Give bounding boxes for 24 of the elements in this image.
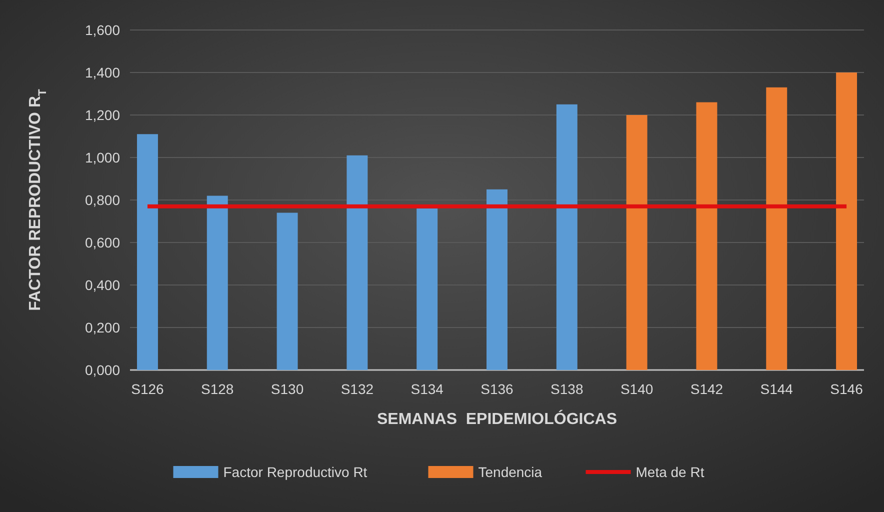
x-tick-label: S144: [760, 381, 794, 397]
y-tick-label: 1,200: [84, 106, 120, 123]
x-tick-label: S140: [620, 381, 654, 397]
x-tick-label: S128: [201, 381, 234, 397]
y-tick-label: 1,600: [84, 22, 120, 38]
x-tick-label: S136: [480, 381, 514, 397]
legend-label: Meta de Rt: [636, 464, 704, 480]
x-tick-label: S126: [131, 381, 164, 397]
legend-label: Factor Reproductivo Rt: [223, 464, 368, 480]
x-tick-label: S134: [410, 381, 444, 397]
y-tick-label: 1,000: [84, 149, 120, 166]
x-tick-label: S130: [270, 381, 304, 397]
x-axis-title: SEMANAS EPIDEMIOLÓGICAS: [376, 409, 618, 428]
legend-label: Tendencia: [478, 464, 542, 480]
y-tick-label: 0,400: [84, 276, 120, 293]
x-tick-label: S132: [340, 381, 374, 397]
x-tick-label: S138: [550, 381, 584, 397]
x-tick-label: S146: [830, 381, 864, 397]
y-tick-label: 1,400: [84, 64, 120, 80]
y-tick-label: 0,800: [84, 192, 120, 208]
y-tick-label: 0,200: [84, 319, 120, 336]
y-tick-label: 0,600: [84, 234, 120, 250]
y-tick-label: 0,000: [84, 362, 120, 378]
x-tick-label: S142: [690, 381, 724, 397]
